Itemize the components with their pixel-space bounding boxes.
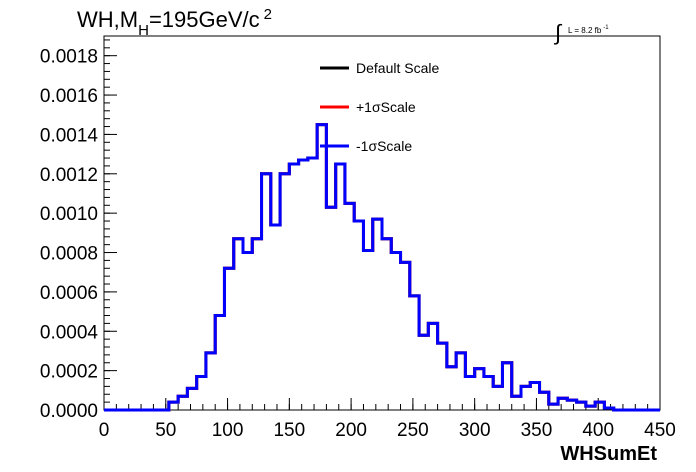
y-tick-label: 0.0000 — [40, 401, 98, 422]
luminosity-label: L = 8.2 fb -1 — [568, 25, 609, 35]
x-tick-label: 450 — [644, 420, 676, 441]
chart-title-prefix: WH,M — [77, 7, 138, 32]
luminosity-text: L = 8.2 fb — [568, 26, 602, 35]
legend: Default Scale +1σScale -1σScale — [320, 60, 439, 154]
chart-title: WH,MH=195GeV/c 2 — [77, 6, 272, 39]
x-axis: 0 50 100 150 200 250 300 350 400 450 — [99, 398, 676, 441]
y-tick-label: 0.0016 — [40, 86, 98, 107]
x-tick-label: 400 — [582, 420, 614, 441]
series-lines — [104, 123, 660, 412]
x-tick-label: 350 — [521, 420, 553, 441]
y-axis: 0.0000 0.0002 0.0004 0.0006 0.0008 0.0010 0.00… — [40, 39, 117, 422]
x-tick-label: 150 — [273, 420, 305, 441]
y-tick-label: 0.0002 — [40, 362, 98, 383]
y-tick-label: 0.0018 — [40, 47, 98, 68]
legend-label-3: -1σScale — [356, 138, 412, 154]
luminosity-integral-symbol: ∫ — [553, 20, 563, 45]
y-tick-label: 0.0010 — [40, 204, 98, 225]
chart-title-superscript: 2 — [264, 6, 272, 23]
plot-frame — [103, 35, 661, 411]
x-tick-label: 300 — [459, 420, 491, 441]
series-line-3 — [104, 123, 660, 412]
y-tick-label: 0.0012 — [40, 165, 98, 186]
y-tick-label: 0.0008 — [40, 244, 98, 265]
x-axis-label: WHSumEt — [560, 443, 657, 465]
chart-title-subscript: H — [138, 22, 149, 39]
x-tick-label: 50 — [155, 420, 176, 441]
x-tick-label: 250 — [397, 420, 429, 441]
y-tick-label: 0.0004 — [40, 322, 99, 343]
chart-title-middle: =195GeV/c — [149, 7, 260, 32]
x-tick-label: 200 — [335, 420, 367, 441]
luminosity-superscript: -1 — [603, 25, 609, 31]
x-tick-label: 0 — [99, 420, 110, 441]
legend-label-1: Default Scale — [356, 60, 439, 76]
y-tick-label: 0.0006 — [40, 283, 98, 304]
x-tick-label: 100 — [212, 420, 244, 441]
legend-label-2: +1σScale — [356, 99, 416, 115]
y-tick-label: 0.0014 — [40, 125, 99, 146]
